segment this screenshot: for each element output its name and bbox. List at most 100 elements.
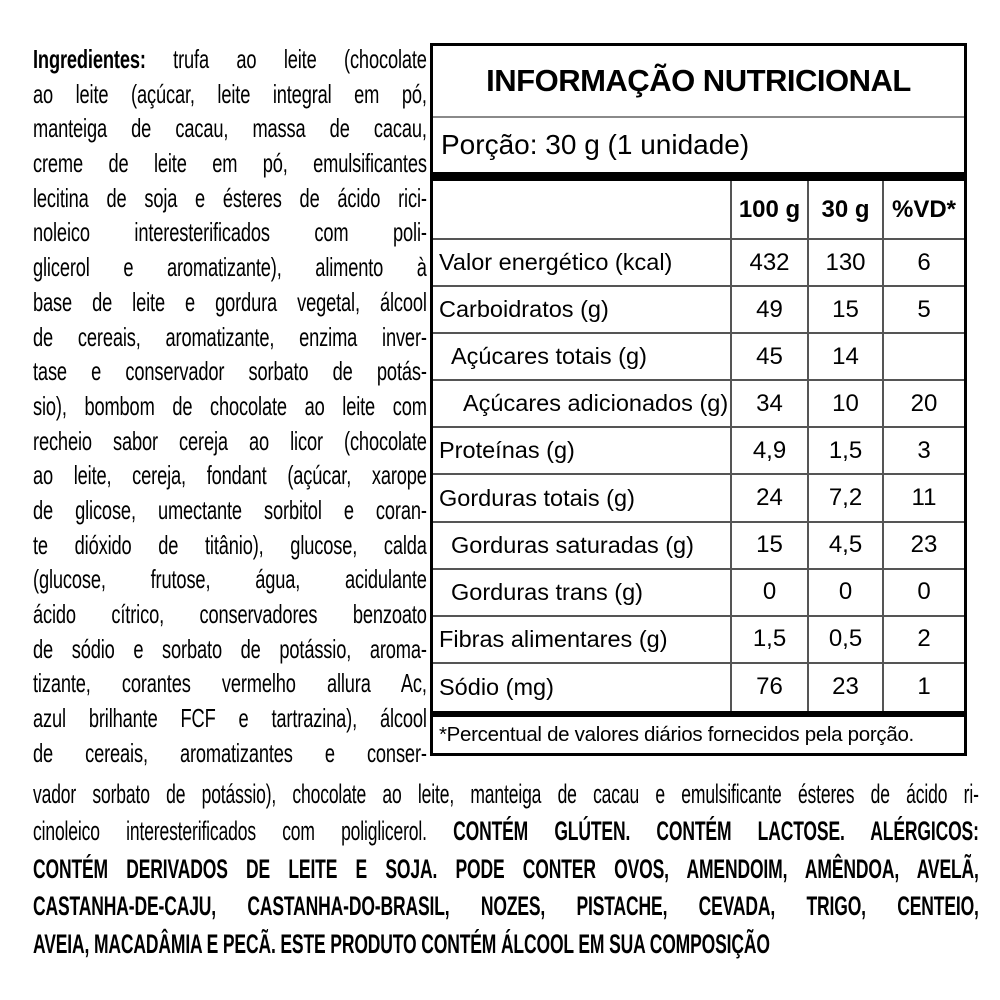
value-per-30g: 0,5 xyxy=(807,616,882,662)
value-pct-vd: 11 xyxy=(882,475,964,521)
bold-text-segment: CONTÉM DERIVADOS DE LEITE E SOJA. PODE C… xyxy=(33,853,979,884)
ingredients-line: lecitina de soja e ésteres de ácido rici… xyxy=(33,181,427,216)
table-body: Valor energético (kcal) 432 130 6 Carboidrat… xyxy=(433,240,964,711)
ingredients-line: base de leite e gordura vegetal, álcool xyxy=(33,285,427,320)
text-segment: manteiga de cacau, massa de cacau, xyxy=(33,113,427,144)
value-pct-vd: 2 xyxy=(882,616,964,662)
nutrient-label: Fibras alimentares (g) xyxy=(439,625,668,652)
value-pct-vd: 1 xyxy=(882,663,964,711)
text-segment: noleico interesterificados com poli- xyxy=(33,217,427,248)
ingredients-line: azul brilhante FCF e tartrazina), álcool xyxy=(33,701,427,736)
title-divider-line xyxy=(433,116,964,118)
nutrition-row: Carboidratos (g) 49 15 5 xyxy=(433,287,964,335)
value-pct-vd: 3 xyxy=(882,428,964,474)
ingredients-line: creme de leite em pó, emulsificantes xyxy=(33,146,427,181)
ingredients-paragraph: Ingredientes: trufa ao leite (chocolate a… xyxy=(33,42,427,778)
value-per-100g: 0 xyxy=(730,569,807,615)
ingredients-line: Ingredientes: trufa ao leite (chocolate xyxy=(33,42,427,77)
value-pct-vd: 23 xyxy=(882,522,964,568)
ingredients-line: manteiga de cacau, massa de cacau, xyxy=(33,111,427,146)
text-segment: glicerol e aromatizante), alimento à xyxy=(33,252,427,283)
text-segment: recheio sabor cereja ao licor (chocolate xyxy=(33,425,427,456)
text-segment: base de leite e gordura vegetal, álcool xyxy=(33,286,427,317)
ingredients-line: (glucose, frutose, água, acidulante xyxy=(33,562,427,597)
bold-text-segment: Ingredientes: xyxy=(33,44,146,74)
table-footnote: *Percentual de valores diários fornecido… xyxy=(439,722,914,746)
ingredients-line: noleico interesterificados com poli- xyxy=(33,215,427,250)
value-per-100g: 1,5 xyxy=(730,616,807,662)
nutrition-row: Gorduras trans (g) 0 0 0 xyxy=(433,569,964,617)
ingredients-lines: Ingredientes: trufa ao leite (chocolate a… xyxy=(33,42,427,770)
nutrition-row: Gorduras totais (g) 24 7,2 11 xyxy=(433,475,964,523)
text-segment: cinoleico interesterificados com poligli… xyxy=(33,816,454,847)
bold-text-segment: CONTÉM GLÚTEN. CONTÉM LACTOSE. ALÉRGICOS… xyxy=(453,816,979,847)
ingredients-line: glicerol e aromatizante), alimento à xyxy=(33,250,427,285)
nutrient-label: Valor energético (kcal) xyxy=(439,249,673,276)
ingredients-line: ácido cítrico, conservadores benzoato xyxy=(33,597,427,632)
text-segment: ao leite (açúcar, leite integral em pó, xyxy=(33,78,427,109)
nutrition-row: Gorduras saturadas (g) 15 4,5 23 xyxy=(433,522,964,570)
allergen-lines: vador sorbato de potássio), chocolate ao… xyxy=(33,776,979,963)
value-per-30g: 130 xyxy=(807,240,882,286)
allergen-line: CASTANHA-DE-CAJU, CASTANHA-DO-BRASIL, NO… xyxy=(33,888,979,925)
value-per-100g: 49 xyxy=(730,287,807,333)
value-per-100g: 24 xyxy=(730,475,807,521)
text-segment: trufa ao leite (chocolate xyxy=(145,44,427,74)
text-segment: lecitina de soja e ésteres de ácido rici… xyxy=(33,182,427,213)
column-header-30g: 30 g xyxy=(807,181,882,238)
nutrient-label: Gorduras saturadas (g) xyxy=(451,531,694,558)
value-per-30g: 14 xyxy=(807,334,882,380)
ingredients-line: te dióxido de titânio), glucose, calda xyxy=(33,528,427,563)
value-per-30g: 4,5 xyxy=(807,522,882,568)
portion-label: Porção: 30 g (1 unidade) xyxy=(441,129,750,160)
value-per-100g: 76 xyxy=(730,663,807,711)
ingredients-line: sio), bombom de chocolate ao leite com xyxy=(33,389,427,424)
text-segment: te dióxido de titânio), glucose, calda xyxy=(33,529,427,560)
allergen-paragraph: vador sorbato de potássio), chocolate ao… xyxy=(33,776,979,972)
value-per-30g: 1,5 xyxy=(807,428,882,474)
value-per-30g: 0 xyxy=(807,569,882,615)
value-per-30g: 7,2 xyxy=(807,475,882,521)
value-per-100g: 4,9 xyxy=(730,428,807,474)
value-per-100g: 34 xyxy=(730,381,807,427)
text-segment: ácido cítrico, conservadores benzoato xyxy=(33,599,427,629)
header-empty-cell xyxy=(433,181,730,238)
text-segment: de sódio e sorbato de potássio, aroma- xyxy=(33,633,427,664)
ingredients-line: recheio sabor cereja ao licor (chocolate xyxy=(33,424,427,459)
text-segment: azul brilhante FCF e tartrazina), álcool xyxy=(33,703,427,734)
thick-divider-bar-bottom xyxy=(433,710,964,717)
ingredients-line: de cereais, aromatizantes e conser- xyxy=(33,736,427,771)
text-segment: de cereais, aromatizante, enzima inver- xyxy=(33,321,427,352)
nutrition-row: Açúcares totais (g) 45 14 xyxy=(433,334,964,382)
text-segment: (glucose, frutose, água, acidulante xyxy=(33,564,427,595)
value-per-30g: 15 xyxy=(807,287,882,333)
nutrient-label: Açúcares totais (g) xyxy=(451,343,647,370)
ingredients-line: de sódio e sorbato de potássio, aroma- xyxy=(33,632,427,667)
value-per-100g: 432 xyxy=(730,240,807,286)
text-segment: tizante, corantes vermelho allura Ac, xyxy=(33,668,427,699)
ingredients-line: de glicose, umectante sorbitol e coran- xyxy=(33,493,427,528)
nutrient-label: Gorduras totais (g) xyxy=(439,484,635,511)
nutrient-label: Sódio (mg) xyxy=(439,673,554,700)
value-pct-vd xyxy=(882,334,964,380)
nutrient-label: Açúcares adicionados (g) xyxy=(463,390,729,417)
value-per-30g: 23 xyxy=(807,663,882,711)
value-per-30g: 10 xyxy=(807,381,882,427)
bold-text-segment: AVEIA, MACADÂMIA E PECÃ. ESTE PRODUTO CO… xyxy=(33,928,770,959)
value-pct-vd: 0 xyxy=(882,569,964,615)
value-per-100g: 15 xyxy=(730,522,807,568)
value-pct-vd: 20 xyxy=(882,381,964,427)
text-segment: creme de leite em pó, emulsificantes xyxy=(33,148,427,179)
allergen-line: cinoleico interesterificados com poligli… xyxy=(33,813,979,850)
text-segment: ao leite, cereja, fondant (açúcar, xarop… xyxy=(33,460,427,491)
ingredients-line: tizante, corantes vermelho allura Ac, xyxy=(33,666,427,701)
nutrition-table: INFORMAÇÃO NUTRICIONAL Porção: 30 g (1 u… xyxy=(430,43,967,756)
column-header-vd: %VD* xyxy=(882,181,964,238)
column-header-100g: 100 g xyxy=(730,181,807,238)
text-segment: de glicose, umectante sorbitol e coran- xyxy=(33,494,427,525)
text-segment: sio), bombom de chocolate ao leite com xyxy=(33,390,427,421)
text-segment: de cereais, aromatizantes e conser- xyxy=(33,737,427,768)
nutrient-label: Gorduras trans (g) xyxy=(451,578,643,605)
nutrition-row: Açúcares adicionados (g) 34 10 20 xyxy=(433,381,964,429)
allergen-line: CONTÉM DERIVADOS DE LEITE E SOJA. PODE C… xyxy=(33,851,979,888)
